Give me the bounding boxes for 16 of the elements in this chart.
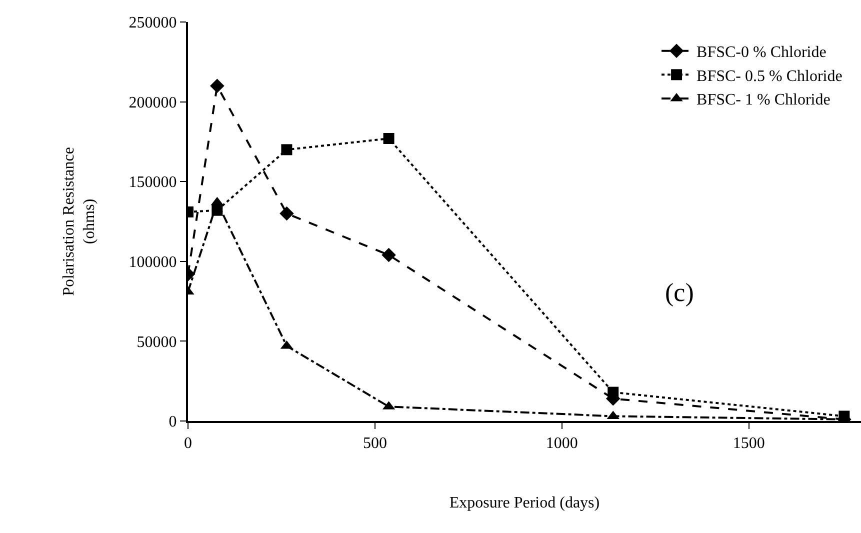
legend-label: BFSC-0 % Chloride <box>696 44 826 62</box>
x-tick-label: 0 <box>184 435 192 452</box>
y-tick-label: 0 <box>168 414 177 431</box>
annotation: (c) <box>665 278 694 307</box>
y-tick-label: 50000 <box>136 334 177 351</box>
y-axis-title: Polarisation Resistance (ohms) <box>60 147 98 296</box>
y-tick-label: 250000 <box>128 14 177 32</box>
legend-label: BFSC- 0.5 % Chloride <box>696 68 842 85</box>
y-tick-label: 200000 <box>128 94 177 112</box>
y-tick-label: 100000 <box>128 254 177 271</box>
x-tick-label: 1000 <box>546 435 578 452</box>
legend-label: BFSC- 1 % Chloride <box>696 92 830 109</box>
x-axis-title: Exposure Period (days) <box>449 494 600 512</box>
x-tick-label: 500 <box>362 435 387 452</box>
x-tick-label: 1500 <box>732 435 765 452</box>
y-tick-label: 150000 <box>128 174 177 192</box>
